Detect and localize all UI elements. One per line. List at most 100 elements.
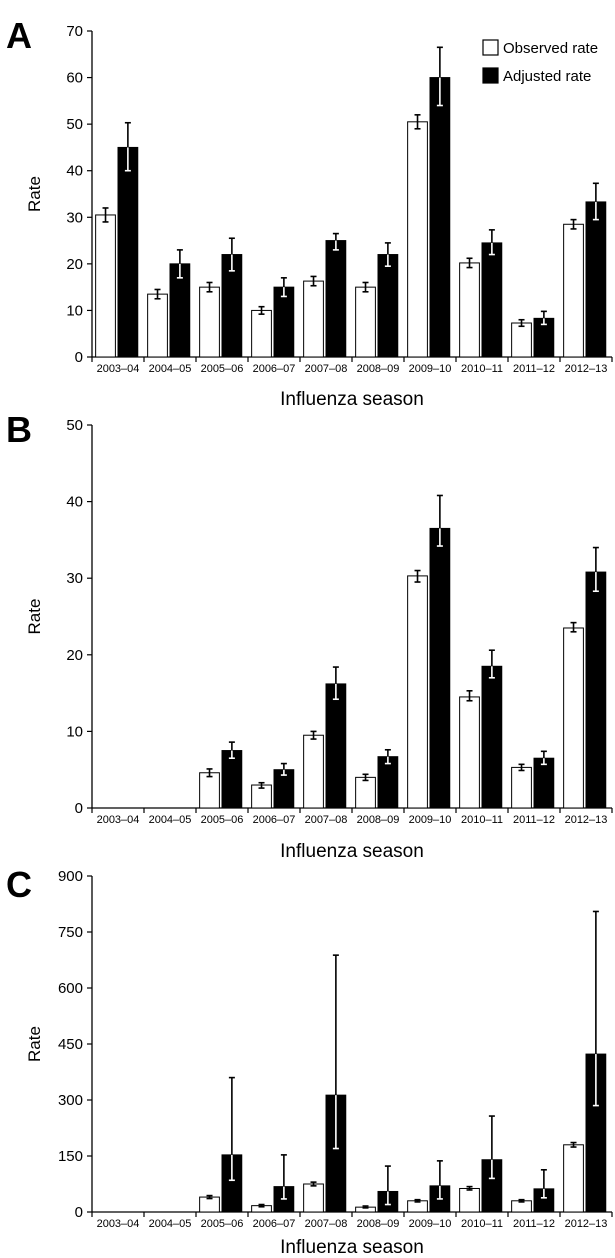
observed-rate-bar	[303, 734, 324, 809]
adjusted-error-bar	[332, 666, 339, 701]
observed-rate-bar	[147, 293, 168, 358]
adjusted-error-bar	[436, 494, 443, 547]
observed-error-bar	[414, 569, 421, 583]
x-tick-label: 2009–10	[409, 1218, 452, 1230]
x-tick-label: 2003–04	[97, 814, 140, 826]
y-tick-label: 10	[66, 302, 83, 319]
adjusted-error-bar	[488, 1115, 495, 1180]
y-tick-label: 0	[75, 800, 83, 817]
adjusted-error-bar	[332, 232, 339, 251]
y-axis-title: Rate	[25, 1026, 44, 1062]
observed-error-bar	[258, 1203, 265, 1208]
x-tick-label: 2004–05	[149, 363, 192, 375]
y-tick-label: 40	[66, 163, 83, 180]
x-tick-label: 2012–13	[565, 363, 608, 375]
x-tick-label: 2009–10	[409, 363, 452, 375]
observed-rate-bar	[511, 766, 532, 809]
adjusted-error-bar	[540, 750, 547, 766]
adjusted-error-bar	[592, 182, 599, 221]
observed-rate-bar	[407, 575, 428, 809]
observed-error-bar	[206, 281, 213, 293]
observed-error-bar	[154, 288, 161, 300]
y-axis-title: Rate	[25, 176, 44, 212]
x-tick-label: 2007–08	[305, 363, 348, 375]
x-tick-label: 2011–12	[513, 363, 555, 375]
x-tick-label: 2006–07	[253, 363, 296, 375]
observed-error-bar	[206, 1194, 213, 1200]
observed-error-bar	[258, 305, 265, 315]
adjusted-error-bar	[228, 1076, 235, 1182]
observed-rate-bar	[303, 280, 324, 358]
observed-error-bar	[310, 730, 317, 740]
panel-b: B 0 10 20 30 40 50 2003–04 2004–05 2005–06 2006–07…	[6, 409, 613, 862]
x-tick-label: 2010–11	[461, 1218, 503, 1230]
y-tick-label: 0	[75, 1204, 83, 1221]
adjusted-error-bar	[384, 748, 391, 765]
y-tick-label: 450	[58, 1036, 83, 1053]
x-tick-label: 2009–10	[409, 814, 452, 826]
x-tick-label: 2008–09	[357, 814, 400, 826]
adjusted-error-bar	[592, 546, 599, 593]
adjusted-error-bar	[228, 237, 235, 272]
adjusted-error-bar	[280, 762, 287, 776]
x-axis-title: Influenza season	[280, 389, 424, 410]
adjusted-error-bar	[436, 46, 443, 107]
adjusted-error-bar	[280, 277, 287, 298]
y-tick-label: 20	[66, 256, 83, 273]
observed-rate-bar	[407, 121, 428, 358]
adjusted-rate-bar	[481, 242, 503, 358]
x-axis-title: Influenza season	[280, 841, 424, 862]
observed-rate-bar	[251, 309, 272, 358]
adjusted-rate-bar	[273, 286, 295, 358]
adjusted-error-bar	[488, 229, 495, 256]
x-tick-label: 2012–13	[565, 814, 608, 826]
x-tick-label: 2008–09	[357, 1218, 400, 1230]
observed-rate-bar	[459, 262, 480, 358]
adjusted-error-bar	[332, 954, 339, 1150]
panel-label: C	[6, 864, 32, 905]
observed-error-bar	[310, 1181, 317, 1187]
x-tick-label: 2007–08	[305, 1218, 348, 1230]
observed-rate-bar	[511, 322, 532, 358]
adjusted-error-bar	[436, 1160, 443, 1200]
adjusted-rate-bar	[429, 77, 451, 358]
observed-error-bar	[258, 781, 265, 789]
adjusted-rate-bar	[377, 254, 399, 358]
observed-rate-bar	[563, 1144, 584, 1213]
adjusted-error-bar	[228, 741, 235, 760]
observed-error-bar	[414, 114, 421, 130]
observed-rate-bar	[563, 223, 584, 358]
observed-rate-bar	[95, 214, 116, 358]
observed-error-bar	[362, 773, 369, 782]
adjusted-rate-bar	[429, 527, 451, 809]
x-tick-label: 2008–09	[357, 363, 400, 375]
adjusted-error-bar	[488, 649, 495, 679]
x-tick-label: 2007–08	[305, 814, 348, 826]
observed-rate-bar	[303, 1183, 324, 1213]
observed-rate-bar	[459, 696, 480, 809]
adjusted-rate-bar	[585, 201, 607, 358]
adjusted-rate-bar	[325, 683, 347, 809]
adjusted-rate-bar	[325, 240, 347, 358]
y-tick-label: 600	[58, 980, 83, 997]
observed-error-bar	[570, 1141, 577, 1148]
adjusted-rate-bar	[481, 665, 503, 809]
y-tick-label: 10	[66, 723, 83, 740]
panel-label: B	[6, 409, 32, 450]
adjusted-error-bar	[176, 249, 183, 279]
adjusted-rate-bar	[221, 750, 243, 809]
adjusted-rate-bar	[533, 757, 555, 809]
x-tick-label: 2011–12	[513, 1218, 555, 1230]
adjusted-error-bar	[540, 1169, 547, 1199]
chart-legend: Observed rate Adjusted rate	[482, 39, 598, 85]
adjusted-rate-bar	[377, 756, 399, 809]
observed-rate-bar	[199, 772, 220, 809]
x-tick-label: 2004–05	[149, 1218, 192, 1230]
observed-error-bar	[518, 1198, 525, 1203]
adjusted-rate-bar	[117, 146, 139, 358]
adjusted-error-bar	[384, 242, 391, 267]
x-tick-label: 2012–13	[565, 1218, 608, 1230]
legend-swatch-observed	[482, 39, 499, 56]
observed-rate-bar	[563, 627, 584, 809]
panel-label: A	[6, 15, 32, 56]
